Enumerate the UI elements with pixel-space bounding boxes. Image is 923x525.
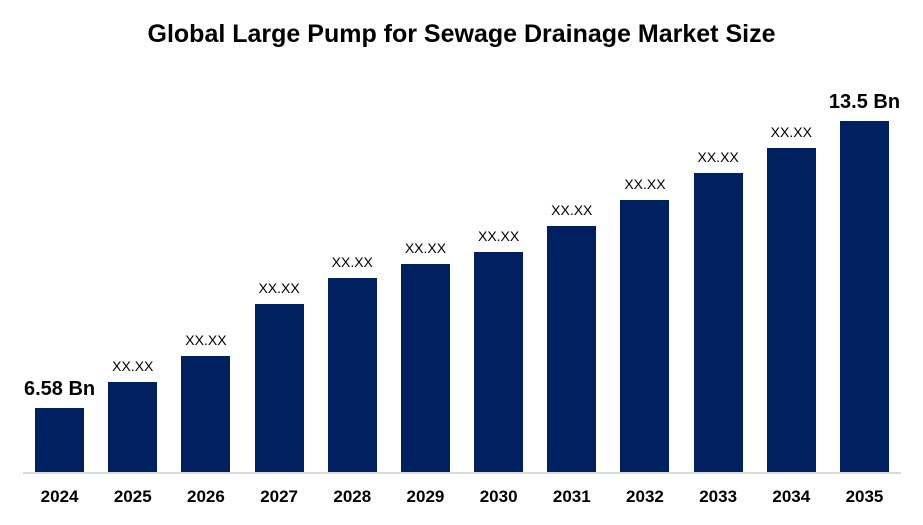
x-axis-label-2033: 2033: [699, 487, 738, 506]
bar-column: XX.XX: [96, 90, 169, 472]
plot-area: 6.58 Bn XX.XX XX.XX XX.XX XX.XX XX.XX XX.XX XX.…: [23, 90, 901, 472]
bar-column: XX.XX: [682, 90, 755, 472]
bar-value-label: XX.XX: [624, 175, 666, 192]
bar-column: XX.XX: [169, 90, 242, 472]
x-axis-label-2026: 2026: [187, 487, 225, 506]
bar-2032: [620, 200, 670, 472]
bar-value-label: XX.XX: [551, 201, 593, 218]
x-axis-labels: 2024 2025 2026 2027 2028 2029 2030 2031 2032 2033…: [23, 487, 901, 507]
bar-column: XX.XX: [316, 90, 389, 472]
x-axis-line: [23, 472, 901, 474]
bar-2024: [35, 408, 85, 472]
bar-2035: [839, 121, 889, 472]
bar-value-label: XX.XX: [185, 331, 227, 348]
bar-value-label: XX.XX: [404, 239, 447, 256]
x-axis-label-2028: 2028: [333, 487, 372, 506]
bar-2028: [327, 278, 377, 472]
bar-column: 13.5 Bn: [828, 90, 901, 472]
x-axis-label-2034: 2034: [772, 487, 811, 506]
bar-2025: [108, 382, 158, 472]
bar-value-label: XX.XX: [697, 148, 739, 165]
bar-value-label: 6.58 Bn: [24, 378, 96, 400]
bar-2029: [400, 264, 450, 472]
bar-column: XX.XX: [243, 90, 316, 472]
bar-2027: [254, 304, 304, 472]
x-axis-label-2024: 2024: [40, 487, 79, 506]
bar-2033: [693, 173, 743, 472]
bar-column: 6.58 Bn: [23, 90, 96, 472]
bar-column: XX.XX: [535, 90, 608, 472]
bar-column: XX.XX: [462, 90, 535, 472]
bar-value-label: XX.XX: [770, 123, 812, 140]
bar-column: XX.XX: [389, 90, 462, 472]
bar-value-label: XX.XX: [258, 279, 300, 296]
x-axis-label-2025: 2025: [113, 487, 152, 506]
bar-2034: [766, 148, 816, 472]
bar-value-label: XX.XX: [331, 253, 373, 270]
chart-title: Global Large Pump for Sewage Drainage Ma…: [147, 20, 776, 48]
bar-2031: [547, 226, 597, 472]
bar-value-label: XX.XX: [477, 227, 520, 244]
bar-column: XX.XX: [608, 90, 681, 472]
bar-value-label: 13.5 Bn: [828, 91, 901, 113]
x-axis-label-2029: 2029: [406, 487, 445, 506]
x-axis-label-2030: 2030: [479, 487, 518, 506]
x-axis-label-2035: 2035: [845, 487, 884, 506]
x-axis-label-2027: 2027: [260, 487, 299, 506]
bar-column: XX.XX: [755, 90, 828, 472]
x-axis-label-2032: 2032: [626, 487, 664, 506]
bar-2026: [181, 356, 231, 472]
bar-value-label: XX.XX: [112, 357, 154, 374]
bar-2030: [474, 252, 524, 472]
x-axis-label-2031: 2031: [552, 487, 591, 506]
